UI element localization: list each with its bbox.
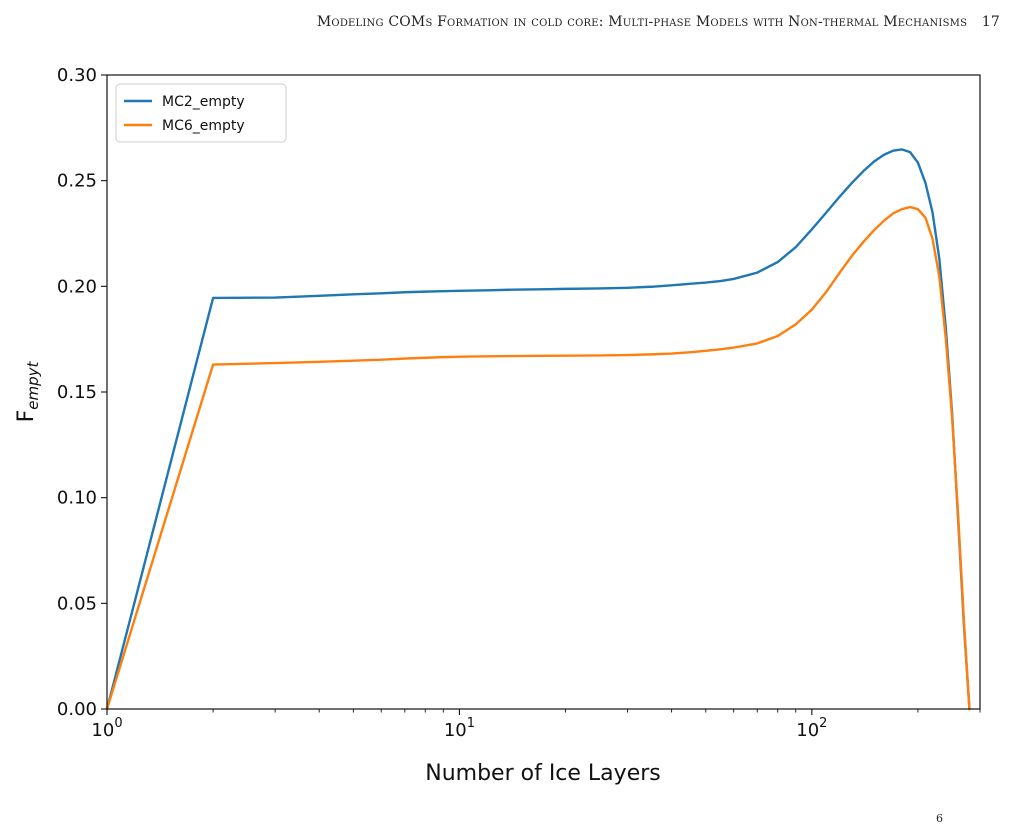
x-tick-label: 102 [796,716,827,741]
footnote-mark: 6 [936,812,943,825]
y-axis-title: Fempyt [14,360,42,422]
y-tick-label: 0.05 [57,593,97,614]
y-axis: 0.00 0.05 0.10 0.15 0.20 0.25 0.30 [57,65,107,720]
y-tick-label: 0.00 [57,699,97,720]
y-tick-label: 0.20 [57,276,97,297]
series-lines [105,148,971,711]
x-tick-label: 100 [91,716,122,741]
plot-frame [106,74,981,710]
x-axis-title: Number of Ice Layers [425,761,660,786]
legend-label-2: MC6_empty [162,118,245,134]
y-tick-label: 0.25 [57,171,97,192]
y-tick-label: 0.10 [57,488,97,509]
y-tick-label: 0.15 [57,382,97,403]
running-title: Modeling COMs Formation in cold core: Mu… [316,14,968,30]
page-number: 17 [981,14,1000,30]
legend-box [115,83,287,143]
running-header: Modeling COMs Formation in cold core: Mu… [0,14,1000,30]
legend: MC2_empty MC6_empty [115,83,287,143]
series-line-1 [105,148,971,711]
legend-label-1: MC2_empty [162,94,245,110]
y-tick-label: 0.30 [57,65,97,86]
x-axis: 100 101 102 [91,709,981,741]
series-line-2 [105,205,971,711]
x-tick-label: 101 [444,716,475,741]
